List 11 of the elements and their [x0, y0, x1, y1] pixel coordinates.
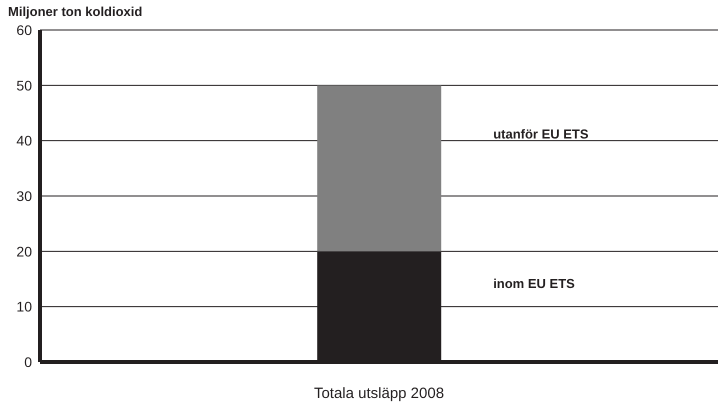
y-tick-label: 10 — [16, 298, 32, 315]
text: utanför EU ETS — [493, 126, 589, 142]
y-tick-label: 0 — [24, 354, 32, 370]
text: inom EU ETS — [493, 276, 576, 291]
y-tick-label: 40 — [16, 132, 32, 149]
y-axis-title: Miljoner ton koldioxid — [8, 4, 142, 19]
y-tick-label: 60 — [16, 22, 32, 38]
x-axis-title: Totala utsläpp 2008 — [314, 385, 444, 402]
y-tick-label: 20 — [16, 243, 32, 260]
y-tick-label: 30 — [16, 188, 32, 204]
y-tick-label: 50 — [16, 77, 32, 94]
